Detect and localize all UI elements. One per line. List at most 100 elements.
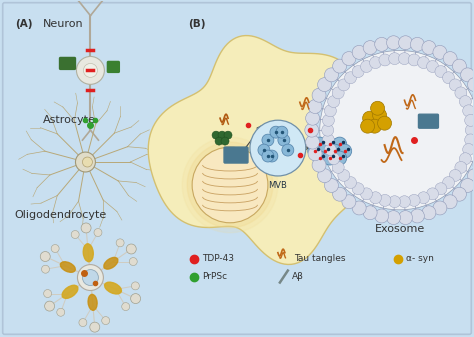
Circle shape xyxy=(463,105,474,117)
Ellipse shape xyxy=(83,244,93,262)
Circle shape xyxy=(459,153,471,165)
Text: α- syn: α- syn xyxy=(405,254,433,263)
FancyBboxPatch shape xyxy=(3,3,471,334)
FancyBboxPatch shape xyxy=(224,147,248,163)
Circle shape xyxy=(408,194,420,206)
Circle shape xyxy=(433,45,447,59)
Text: (A): (A) xyxy=(15,19,32,29)
Circle shape xyxy=(71,231,79,239)
Circle shape xyxy=(262,134,274,146)
Circle shape xyxy=(379,194,391,206)
Circle shape xyxy=(408,54,420,66)
Circle shape xyxy=(338,79,350,91)
Circle shape xyxy=(212,131,220,139)
Circle shape xyxy=(473,88,474,102)
Circle shape xyxy=(328,144,342,158)
Circle shape xyxy=(322,115,334,126)
Circle shape xyxy=(308,144,322,158)
Circle shape xyxy=(378,116,392,130)
Circle shape xyxy=(443,72,455,84)
Ellipse shape xyxy=(104,257,118,269)
Circle shape xyxy=(94,228,102,237)
Circle shape xyxy=(126,244,136,254)
Circle shape xyxy=(276,126,288,138)
Circle shape xyxy=(363,111,376,125)
Circle shape xyxy=(333,151,346,165)
Circle shape xyxy=(338,170,350,181)
Text: Exosome: Exosome xyxy=(374,224,425,234)
Circle shape xyxy=(465,115,474,126)
Circle shape xyxy=(51,245,59,252)
Circle shape xyxy=(313,137,327,151)
Circle shape xyxy=(399,196,410,208)
Text: Tau tangles: Tau tangles xyxy=(294,254,346,263)
Circle shape xyxy=(361,119,374,133)
Circle shape xyxy=(467,78,474,92)
FancyBboxPatch shape xyxy=(419,114,438,128)
Ellipse shape xyxy=(88,295,97,310)
Circle shape xyxy=(318,169,331,183)
Circle shape xyxy=(374,37,389,51)
Circle shape xyxy=(361,188,373,200)
Circle shape xyxy=(363,206,377,220)
Circle shape xyxy=(399,36,412,50)
Circle shape xyxy=(218,131,226,139)
Circle shape xyxy=(410,209,424,223)
Circle shape xyxy=(90,322,100,332)
Circle shape xyxy=(422,41,436,55)
Circle shape xyxy=(324,105,337,117)
Circle shape xyxy=(325,179,338,192)
Circle shape xyxy=(363,41,377,55)
Circle shape xyxy=(308,99,322,114)
Ellipse shape xyxy=(62,285,78,298)
Circle shape xyxy=(318,78,331,92)
Circle shape xyxy=(82,270,99,285)
Circle shape xyxy=(342,52,356,65)
Circle shape xyxy=(312,88,326,102)
Circle shape xyxy=(187,142,273,228)
Circle shape xyxy=(308,38,474,222)
Circle shape xyxy=(322,134,334,146)
Circle shape xyxy=(328,96,340,108)
Circle shape xyxy=(129,257,137,266)
Circle shape xyxy=(332,161,344,174)
Circle shape xyxy=(262,150,274,162)
Circle shape xyxy=(116,239,124,247)
Circle shape xyxy=(282,144,294,156)
Circle shape xyxy=(465,124,474,136)
Circle shape xyxy=(352,66,364,78)
Circle shape xyxy=(459,96,471,108)
Text: Neuron: Neuron xyxy=(43,19,83,29)
Circle shape xyxy=(352,183,364,195)
Circle shape xyxy=(389,53,401,65)
Circle shape xyxy=(333,187,346,201)
Circle shape xyxy=(467,169,474,183)
Ellipse shape xyxy=(60,262,75,272)
Circle shape xyxy=(75,152,95,172)
Circle shape xyxy=(465,134,474,146)
Circle shape xyxy=(435,183,447,195)
Circle shape xyxy=(318,144,332,158)
Circle shape xyxy=(352,201,366,215)
Circle shape xyxy=(370,57,382,68)
Circle shape xyxy=(379,54,391,66)
Circle shape xyxy=(182,137,278,233)
Circle shape xyxy=(270,126,282,138)
Circle shape xyxy=(312,158,326,172)
Circle shape xyxy=(463,144,474,155)
Circle shape xyxy=(83,63,98,78)
Polygon shape xyxy=(148,36,370,265)
Circle shape xyxy=(215,137,223,145)
Circle shape xyxy=(131,294,141,304)
Circle shape xyxy=(399,53,410,65)
Ellipse shape xyxy=(105,282,121,294)
Circle shape xyxy=(427,188,438,200)
Circle shape xyxy=(122,303,130,311)
Circle shape xyxy=(325,68,338,82)
Circle shape xyxy=(76,57,104,84)
Circle shape xyxy=(320,51,474,210)
Circle shape xyxy=(427,61,438,72)
Circle shape xyxy=(452,187,466,201)
Circle shape xyxy=(332,87,344,99)
Circle shape xyxy=(81,223,91,233)
